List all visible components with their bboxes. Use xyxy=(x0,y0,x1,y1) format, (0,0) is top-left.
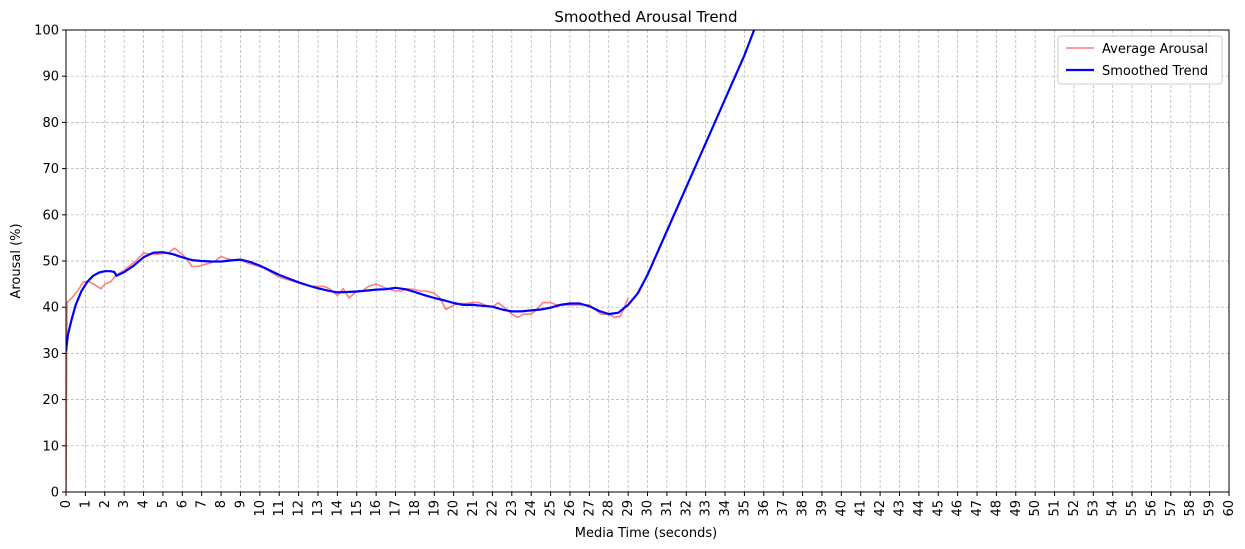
x-tick-label: 8 xyxy=(214,500,229,508)
x-tick-label: 14 xyxy=(330,500,345,517)
x-tick-label: 42 xyxy=(873,500,888,517)
x-tick-label: 56 xyxy=(1144,500,1159,517)
series-line-average-arousal xyxy=(66,247,629,492)
x-tick-label: 47 xyxy=(970,500,985,517)
x-tick-label: 1 xyxy=(78,500,93,508)
x-tick-label: 10 xyxy=(253,500,268,517)
x-tick-label: 18 xyxy=(408,500,423,517)
x-tick-label: 5 xyxy=(156,500,171,508)
x-tick-label: 40 xyxy=(834,500,849,517)
y-tick-label: 20 xyxy=(42,393,59,408)
x-tick-label: 15 xyxy=(350,500,365,517)
legend-box xyxy=(1057,35,1223,85)
x-tick-label: 34 xyxy=(718,500,733,517)
x-tick-label: 20 xyxy=(447,500,462,517)
x-tick-label: 24 xyxy=(524,500,539,517)
x-tick-label: 44 xyxy=(912,500,927,517)
y-tick-label: 100 xyxy=(34,24,59,39)
legend: Average Arousal Smoothed Trend xyxy=(1057,35,1223,85)
x-tick-label: 36 xyxy=(757,500,772,517)
x-tick-label: 45 xyxy=(931,500,946,517)
y-tick-label: 90 xyxy=(42,70,59,85)
x-tick-label: 52 xyxy=(1067,500,1082,517)
x-tick-label: 54 xyxy=(1106,500,1121,517)
x-tick-label: 27 xyxy=(582,500,597,517)
x-tick-label: 57 xyxy=(1164,500,1179,517)
x-tick-label: 11 xyxy=(272,500,287,517)
x-tick-label: 60 xyxy=(1222,500,1237,517)
y-tick-label: 80 xyxy=(42,116,59,131)
x-tick-label: 12 xyxy=(292,500,307,517)
y-tick-label: 0 xyxy=(51,486,59,501)
chart-title: Smoothed Arousal Trend xyxy=(554,8,737,26)
x-tick-label: 48 xyxy=(989,500,1004,517)
y-tick-label: 70 xyxy=(42,162,59,177)
x-tick-label: 41 xyxy=(854,500,869,517)
legend-label-average-arousal: Average Arousal xyxy=(1102,42,1208,57)
x-tick-label: 28 xyxy=(602,500,617,517)
y-tick-label: 10 xyxy=(42,439,59,454)
y-tick-label: 40 xyxy=(42,301,59,316)
x-tick-label: 0 xyxy=(59,500,74,508)
x-axis-ticks: 0 1 2 3 4 5 6 7 8 9 10 11 12 13 14 15 16 17 18 19 20 21 22 23 24… xyxy=(59,492,1237,517)
x-tick-label: 16 xyxy=(369,500,384,517)
y-axis-label: Arousal (%) xyxy=(9,223,24,298)
series-layer xyxy=(66,30,756,492)
x-tick-label: 37 xyxy=(776,500,791,517)
legend-label-smoothed-trend: Smoothed Trend xyxy=(1102,64,1208,79)
x-tick-label: 58 xyxy=(1183,500,1198,517)
x-tick-label: 22 xyxy=(485,500,500,517)
y-tick-label: 30 xyxy=(42,347,59,362)
x-tick-label: 31 xyxy=(660,500,675,517)
x-tick-label: 29 xyxy=(621,500,636,517)
y-axis-ticks: 0 10 20 30 40 50 60 70 80 90 100 xyxy=(34,24,66,501)
x-tick-label: 51 xyxy=(1048,500,1063,517)
x-tick-label: 43 xyxy=(892,500,907,517)
x-tick-label: 19 xyxy=(427,500,442,517)
x-tick-label: 21 xyxy=(466,500,481,517)
x-tick-label: 25 xyxy=(544,500,559,517)
x-tick-label: 49 xyxy=(1009,500,1024,517)
x-tick-label: 39 xyxy=(815,500,830,517)
x-tick-label: 3 xyxy=(117,500,132,508)
series-line-smoothed-trend xyxy=(66,30,756,352)
x-tick-label: 9 xyxy=(233,500,248,508)
x-tick-label: 2 xyxy=(98,500,113,508)
x-tick-label: 59 xyxy=(1203,500,1218,517)
x-tick-label: 7 xyxy=(195,500,210,508)
x-tick-label: 46 xyxy=(951,500,966,517)
x-tick-label: 17 xyxy=(389,500,404,517)
x-tick-label: 35 xyxy=(737,500,752,517)
x-tick-label: 38 xyxy=(796,500,811,517)
y-tick-label: 50 xyxy=(42,255,59,270)
x-tick-label: 53 xyxy=(1086,500,1101,517)
x-tick-label: 26 xyxy=(563,500,578,517)
grid xyxy=(65,29,1230,493)
x-tick-label: 6 xyxy=(175,500,190,508)
x-tick-label: 23 xyxy=(505,500,520,517)
x-tick-label: 50 xyxy=(1028,500,1043,517)
x-tick-label: 4 xyxy=(137,500,152,508)
x-axis-label: Media Time (seconds) xyxy=(575,526,717,541)
x-tick-label: 30 xyxy=(641,500,656,517)
x-tick-label: 55 xyxy=(1125,500,1140,517)
y-tick-label: 60 xyxy=(42,208,59,223)
x-tick-label: 32 xyxy=(679,500,694,517)
x-tick-label: 33 xyxy=(699,500,714,517)
x-tick-label: 13 xyxy=(311,500,326,517)
